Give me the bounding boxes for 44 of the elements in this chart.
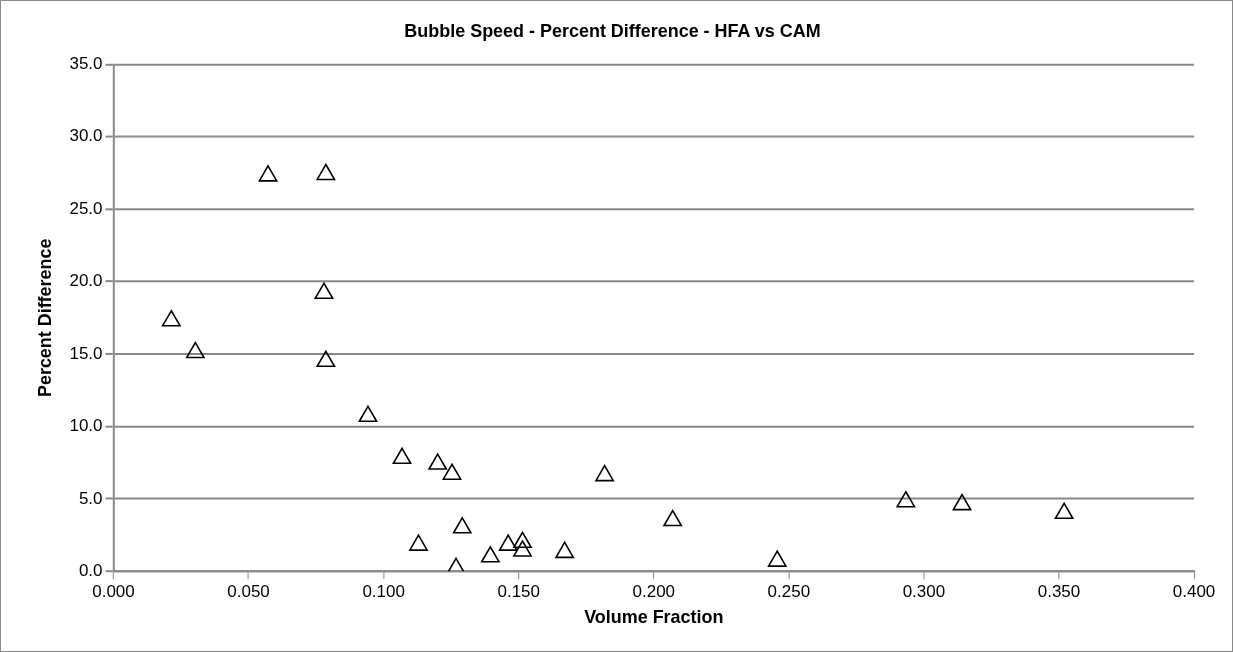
point bbox=[258, 165, 278, 182]
y-tick-label: 20.0 bbox=[69, 271, 103, 291]
point bbox=[161, 309, 181, 327]
y-tick-label: 10.0 bbox=[69, 416, 103, 436]
chart-title: Bubble Speed - Percent Difference - HFA vs CAM bbox=[404, 20, 821, 41]
x-tick-label: 0.300 bbox=[902, 582, 946, 602]
point bbox=[452, 517, 472, 534]
point bbox=[513, 531, 532, 549]
y-tick-label: 35.0 bbox=[69, 54, 103, 74]
point bbox=[952, 493, 972, 511]
point bbox=[480, 545, 500, 563]
x-tick-label: 0.350 bbox=[1037, 582, 1081, 602]
y-tick-label: 15.0 bbox=[69, 343, 103, 363]
point bbox=[513, 540, 532, 557]
point bbox=[442, 463, 462, 481]
point bbox=[314, 282, 334, 299]
x-tick-label: 0.100 bbox=[362, 582, 405, 602]
x-tick-label: 0.000 bbox=[92, 582, 135, 602]
y-tick-label: 30.0 bbox=[69, 126, 103, 146]
point bbox=[555, 541, 575, 559]
x-tick-label: 0.050 bbox=[227, 582, 270, 602]
point bbox=[316, 350, 336, 368]
y-tick-label: 0.0 bbox=[78, 560, 103, 580]
point bbox=[1054, 502, 1074, 520]
point bbox=[498, 534, 518, 551]
x-tick-label: 0.250 bbox=[767, 582, 811, 602]
point bbox=[428, 453, 448, 470]
y-tick-label: 5.0 bbox=[78, 488, 103, 508]
point bbox=[896, 490, 916, 508]
point bbox=[595, 464, 615, 482]
point bbox=[392, 447, 412, 465]
point bbox=[409, 534, 428, 551]
point bbox=[446, 557, 466, 572]
point bbox=[663, 509, 683, 527]
point bbox=[767, 550, 787, 567]
point bbox=[316, 163, 336, 181]
x-tick-label: 0.200 bbox=[632, 582, 676, 602]
x-tick-label: 0.400 bbox=[1172, 582, 1216, 602]
point bbox=[185, 341, 205, 359]
y-axis-title: Percent Difference bbox=[34, 238, 55, 398]
x-axis-title: Volume Fraction bbox=[584, 607, 724, 628]
point bbox=[358, 405, 378, 423]
x-tick-label: 0.150 bbox=[497, 582, 540, 602]
y-tick-label: 25.0 bbox=[69, 198, 103, 218]
